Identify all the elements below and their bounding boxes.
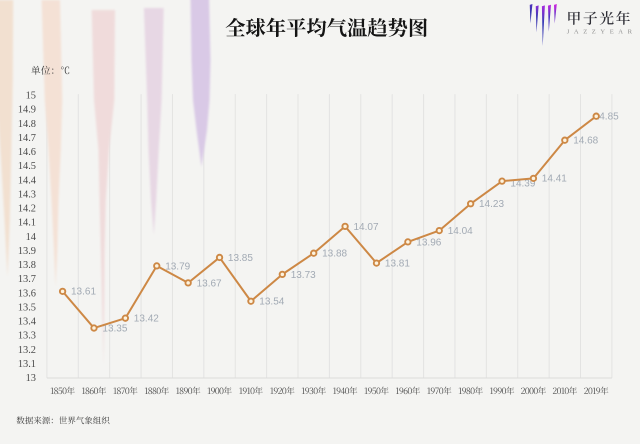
svg-text:13: 13	[26, 373, 36, 384]
svg-text:15: 15	[26, 91, 36, 102]
svg-text:14.3: 14.3	[18, 190, 36, 201]
svg-text:13.54: 13.54	[259, 297, 284, 308]
svg-text:13.88: 13.88	[322, 249, 347, 260]
svg-text:14.41: 14.41	[542, 174, 567, 185]
svg-text:14.7: 14.7	[18, 133, 36, 144]
svg-text:13.73: 13.73	[291, 270, 316, 281]
svg-text:13.9: 13.9	[18, 246, 36, 257]
svg-text:14.2: 14.2	[18, 204, 36, 215]
svg-text:14.9: 14.9	[18, 105, 36, 116]
svg-text:13.35: 13.35	[102, 324, 127, 335]
svg-text:14.8: 14.8	[18, 119, 36, 130]
svg-text:13.4: 13.4	[18, 317, 37, 328]
svg-text:JAZZYEAR: JAZZYEAR	[567, 28, 637, 35]
svg-text:14.07: 14.07	[354, 222, 379, 233]
svg-text:14.85: 14.85	[594, 112, 619, 123]
svg-text:14.5: 14.5	[18, 161, 36, 172]
svg-text:14.6: 14.6	[18, 147, 36, 158]
svg-text:13.5: 13.5	[18, 303, 36, 314]
svg-text:13.79: 13.79	[165, 261, 190, 272]
svg-text:13.1: 13.1	[18, 359, 36, 370]
svg-text:14: 14	[26, 232, 37, 243]
svg-text:14.39: 14.39	[510, 179, 535, 190]
svg-text:14.68: 14.68	[573, 136, 598, 147]
svg-text:13.2: 13.2	[18, 345, 36, 356]
svg-text:13.8: 13.8	[18, 260, 36, 271]
svg-text:13.42: 13.42	[134, 314, 159, 325]
svg-text:14.04: 14.04	[448, 226, 473, 237]
svg-text:14.1: 14.1	[18, 218, 36, 229]
svg-text:14.4: 14.4	[18, 175, 37, 186]
svg-text:13.6: 13.6	[18, 288, 36, 299]
svg-text:13.81: 13.81	[385, 259, 410, 270]
svg-text:13.7: 13.7	[18, 274, 36, 285]
svg-text:13.96: 13.96	[416, 237, 441, 248]
svg-text:14.23: 14.23	[479, 199, 504, 210]
svg-text:13.61: 13.61	[71, 287, 96, 298]
svg-text:13.85: 13.85	[228, 253, 253, 264]
svg-text:13.67: 13.67	[197, 278, 222, 289]
svg-text:13.3: 13.3	[18, 331, 36, 342]
